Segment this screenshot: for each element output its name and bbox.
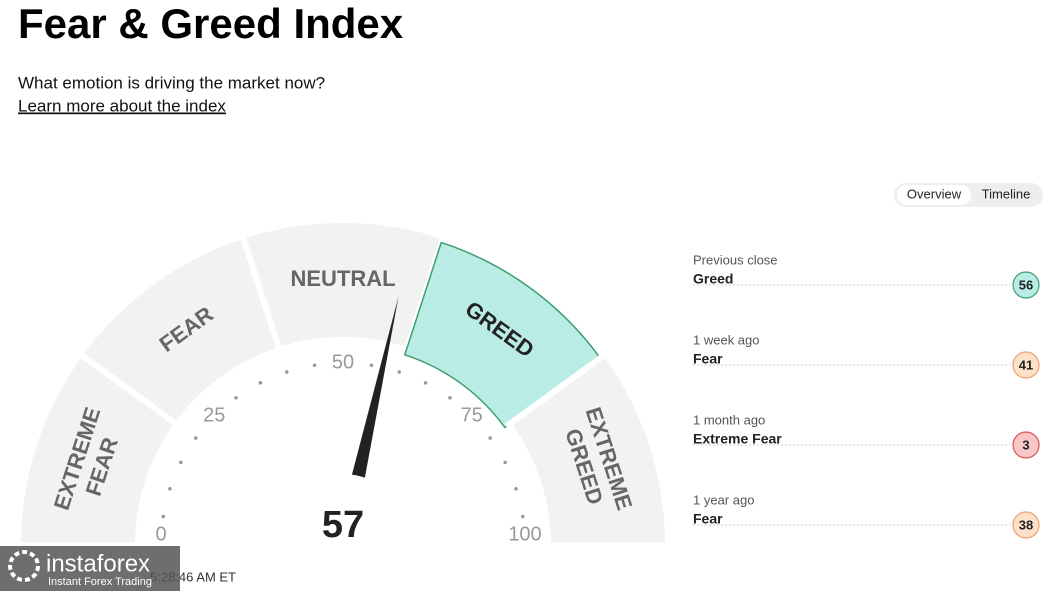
history-value: 38: [1019, 517, 1033, 532]
needle: [349, 296, 399, 488]
title: Fear & Greed Index: [18, 0, 404, 47]
history-rating: Greed: [693, 271, 733, 287]
history-badge: [1012, 431, 1040, 459]
learn-more-link[interactable]: Learn more about the index: [18, 96, 226, 115]
history-period: 1 month ago: [693, 412, 765, 427]
gauge-dot: [503, 460, 507, 465]
watermark-tagline: Instant Forex Trading: [48, 576, 152, 588]
gauge-segment: [504, 349, 672, 548]
history-period: Previous close: [693, 252, 778, 267]
history-period: 1 week ago: [693, 332, 760, 347]
history-badge: [1012, 511, 1040, 539]
watermark-brand: instaforex: [46, 550, 150, 577]
gauge-dot: [369, 363, 374, 368]
gauge-dot: [448, 395, 452, 400]
history-rating: Fear: [693, 511, 723, 527]
history-value: 3: [1022, 437, 1029, 452]
gauge-dot: [514, 486, 518, 491]
gauge-tick-label: 75: [461, 405, 483, 427]
gauge-dot: [520, 514, 525, 519]
history-badge: [1012, 351, 1040, 379]
gauge-hub: [277, 474, 409, 591]
gauge-dot: [161, 514, 166, 519]
history-value: 41: [1019, 357, 1033, 372]
history-rating: Extreme Fear: [693, 431, 782, 447]
gauge-dot: [168, 486, 172, 491]
tab-overview[interactable]: Overview: [907, 186, 962, 201]
gauge-tick-label: 50: [332, 351, 354, 373]
segment-label: NEUTRAL: [290, 266, 395, 291]
gauge-tick-label: 100: [508, 523, 541, 545]
gauge-dot: [488, 436, 493, 440]
gauge-dot: [258, 381, 263, 385]
gauge-dot: [234, 395, 238, 400]
history-period: 1 year ago: [693, 492, 754, 507]
gauge-dot: [312, 363, 317, 368]
history-badge: [1012, 271, 1040, 299]
gauge-dot: [423, 381, 428, 385]
history: Previous close Greed 56 1 week ago Fear 41 1 m…: [693, 252, 1040, 539]
gauge-value: 57: [322, 504, 364, 546]
watermark-logo: [8, 550, 40, 582]
gauge-dot: [179, 460, 183, 465]
gauge: EXTREMEFEARFEARNEUTRALGREEDEXTREMEGREED0…: [14, 217, 672, 591]
gauge-dot: [397, 370, 402, 374]
subtitle: What emotion is driving the market now?: [18, 73, 325, 92]
gauge-dot: [193, 436, 198, 440]
history-value: 56: [1019, 277, 1033, 292]
gauge-tick-label: 0: [155, 523, 166, 545]
gauge-tick-label: 25: [203, 405, 225, 427]
tab-timeline[interactable]: Timeline: [982, 186, 1031, 201]
history-rating: Fear: [693, 351, 723, 367]
tab-active: [897, 185, 971, 205]
watermark-bg: [0, 546, 180, 591]
gauge-dot: [284, 370, 289, 374]
